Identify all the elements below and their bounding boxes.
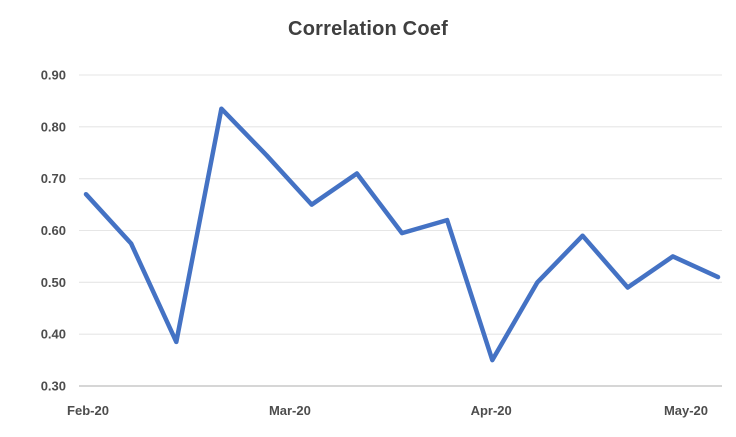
- x-tick-label: Mar-20: [269, 403, 311, 418]
- y-tick-label: 0.60: [41, 223, 66, 238]
- y-tick-label: 0.80: [41, 119, 66, 134]
- y-tick-label: 0.90: [41, 68, 66, 83]
- y-tick-label: 0.70: [41, 171, 66, 186]
- chart-title: Correlation Coef: [288, 18, 448, 40]
- y-tick-label: 0.40: [41, 327, 66, 342]
- x-tick-label: Apr-20: [471, 403, 512, 418]
- y-tick-label: 0.30: [41, 379, 66, 394]
- y-tick-label: 0.50: [41, 275, 66, 290]
- series-line-correlation-coef: [83, 106, 721, 363]
- x-tick-label: Feb-20: [67, 403, 109, 418]
- x-tick-label: May-20: [664, 403, 708, 418]
